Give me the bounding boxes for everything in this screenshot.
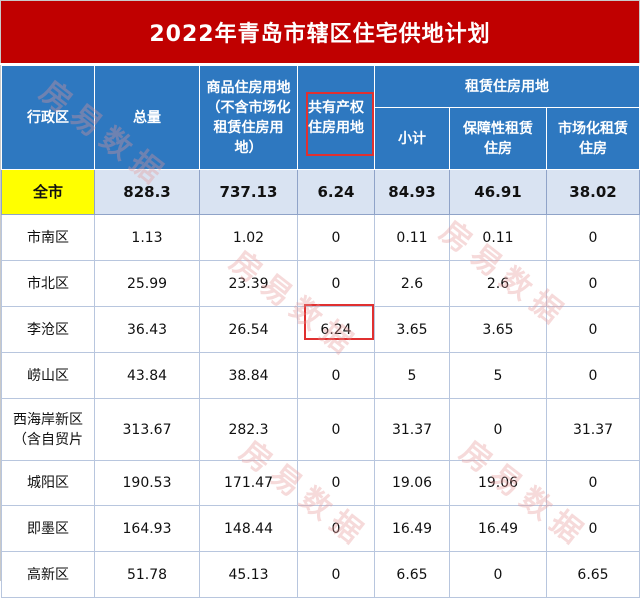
table-row: 高新区 51.78 45.13 0 6.65 0 6.65 (1, 551, 640, 598)
row-total: 190.53 (94, 460, 200, 506)
row-commercial: 282.3 (199, 398, 298, 461)
row-subtotal: 5 (374, 352, 450, 399)
row-subtotal: 0.11 (374, 214, 450, 261)
land-supply-table: 行政区 总量 商品住房用地（不含市场化租赁住房用地） 共有产权住房用地 租赁住房… (1, 65, 640, 598)
header-commercial: 商品住房用地（不含市场化租赁住房用地） (199, 65, 298, 170)
row-region: 高新区 (1, 551, 95, 598)
title-separator (0, 63, 640, 65)
row-guaranteed: 0.11 (449, 214, 547, 261)
row-total: 36.43 (94, 306, 200, 353)
row-market: 0 (545, 260, 640, 307)
row-market: 6.65 (545, 551, 640, 598)
row-total: 1.13 (94, 214, 200, 261)
total-subtotal: 84.93 (374, 169, 450, 215)
table-row: 西海岸新区（含自贸片 313.67 282.3 0 31.37 0 31.37 (1, 398, 640, 461)
total-shared: 6.24 (297, 169, 375, 215)
table-row: 城阳区 190.53 171.47 0 19.06 19.06 0 (1, 460, 640, 506)
row-shared: 0 (297, 214, 375, 261)
total-market: 38.02 (545, 169, 640, 215)
header-rental-group: 租赁住房用地 (373, 65, 640, 108)
row-region: 即墨区 (1, 505, 95, 552)
row-shared: 0 (297, 460, 375, 506)
header-region: 行政区 (1, 65, 95, 170)
row-region: 城阳区 (1, 460, 95, 506)
page-title: 2022年青岛市辖区住宅供地计划 (1, 1, 639, 63)
header-total: 总量 (94, 65, 200, 170)
row-total: 51.78 (94, 551, 200, 598)
total-region: 全市 (1, 169, 95, 215)
table-row: 市南区 1.13 1.02 0 0.11 0.11 0 (1, 214, 640, 261)
row-subtotal: 3.65 (374, 306, 450, 353)
row-guaranteed: 0 (449, 398, 547, 461)
table-row: 即墨区 164.93 148.44 0 16.49 16.49 0 (1, 505, 640, 552)
row-subtotal: 19.06 (374, 460, 450, 506)
row-market: 0 (545, 460, 640, 506)
row-total: 164.93 (94, 505, 200, 552)
row-subtotal: 6.65 (374, 551, 450, 598)
row-total: 313.67 (94, 398, 200, 461)
row-total: 43.84 (94, 352, 200, 399)
row-commercial: 148.44 (199, 505, 298, 552)
row-guaranteed: 2.6 (449, 260, 547, 307)
row-subtotal: 2.6 (374, 260, 450, 307)
header-market-rental: 市场化租赁住房 (545, 107, 640, 170)
table-row: 李沧区 36.43 26.54 6.24 3.65 3.65 0 (1, 306, 640, 353)
row-subtotal: 16.49 (374, 505, 450, 552)
total-guaranteed: 46.91 (449, 169, 547, 215)
row-commercial: 38.84 (199, 352, 298, 399)
row-commercial: 171.47 (199, 460, 298, 506)
row-commercial: 45.13 (199, 551, 298, 598)
row-market: 31.37 (545, 398, 640, 461)
row-shared: 0 (297, 352, 375, 399)
header-shared-ownership: 共有产权住房用地 (297, 65, 375, 170)
row-shared: 0 (297, 398, 375, 461)
row-region: 市南区 (1, 214, 95, 261)
row-guaranteed: 5 (449, 352, 547, 399)
row-guaranteed: 19.06 (449, 460, 547, 506)
total-commercial: 737.13 (199, 169, 298, 215)
row-market: 0 (545, 505, 640, 552)
total-total: 828.3 (94, 169, 200, 215)
header-subtotal: 小计 (374, 107, 450, 170)
row-market: 0 (545, 352, 640, 399)
row-region: 崂山区 (1, 352, 95, 399)
row-commercial: 26.54 (199, 306, 298, 353)
row-commercial: 23.39 (199, 260, 298, 307)
row-guaranteed: 16.49 (449, 505, 547, 552)
table-row-total: 全市 828.3 737.13 6.24 84.93 46.91 38.02 (1, 169, 640, 215)
row-shared: 6.24 (297, 306, 375, 353)
row-market: 0 (545, 306, 640, 353)
row-region: 西海岸新区（含自贸片 (1, 398, 95, 461)
row-region: 李沧区 (1, 306, 95, 353)
row-guaranteed: 3.65 (449, 306, 547, 353)
row-shared: 0 (297, 505, 375, 552)
row-total: 25.99 (94, 260, 200, 307)
row-shared: 0 (297, 260, 375, 307)
row-subtotal: 31.37 (374, 398, 450, 461)
row-commercial: 1.02 (199, 214, 298, 261)
row-region: 市北区 (1, 260, 95, 307)
table-row: 市北区 25.99 23.39 0 2.6 2.6 0 (1, 260, 640, 307)
row-guaranteed: 0 (449, 551, 547, 598)
header-guaranteed-rental: 保障性租赁住房 (449, 107, 547, 170)
row-shared: 0 (297, 551, 375, 598)
row-market: 0 (545, 214, 640, 261)
table-row: 崂山区 43.84 38.84 0 5 5 0 (1, 352, 640, 399)
